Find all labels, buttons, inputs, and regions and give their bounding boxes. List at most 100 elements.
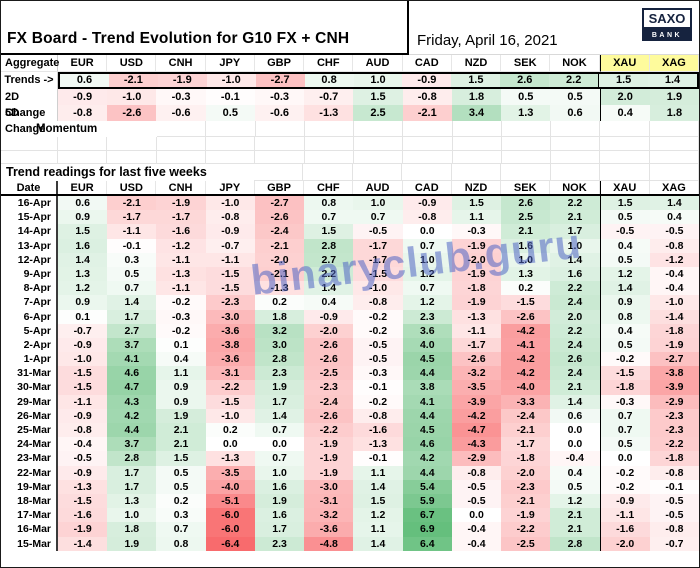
trend-cell: 0.4 xyxy=(550,465,600,480)
grid-cell xyxy=(649,151,699,164)
trend-cell: -2.1 xyxy=(107,196,157,211)
trend-cell: 4.1 xyxy=(107,352,157,367)
grid-cell xyxy=(1,137,58,151)
trend-cell: -1.2 xyxy=(649,252,699,267)
trend-cell: 1.9 xyxy=(254,493,305,509)
history-row: 15-Apr 0.9 -1.7 -1.7 -0.8 -2.6 0.7 0.7 -0.8 1.1 2.… xyxy=(1,210,699,225)
trend-cell: 1.3 xyxy=(107,493,157,509)
trend-cell: 0.4 xyxy=(156,352,206,367)
grid-cell xyxy=(452,137,502,151)
trend-cell: 0.7 xyxy=(402,281,452,296)
trend-cell: -2.4 xyxy=(304,394,354,409)
grid-cell xyxy=(206,121,256,137)
trend-cell: 2.4 xyxy=(550,295,600,310)
trend-cell: 0.7 xyxy=(353,210,403,225)
trend-cell: 0.5 xyxy=(156,465,206,480)
trend-cell: 1.4 xyxy=(599,281,650,296)
trend-cell: -0.2 xyxy=(156,295,206,310)
trend-cell: 2.2 xyxy=(550,281,600,296)
trend-cell: -0.9 xyxy=(58,465,108,480)
trend-cell: -1.1 xyxy=(599,508,650,523)
logo-text-saxo: SAXO xyxy=(642,8,692,29)
trend-cell: 0.6 xyxy=(60,74,109,87)
trend-cell: -4.2 xyxy=(501,366,551,381)
page-title: FX Board - Trend Evolution for G10 FX + … xyxy=(1,1,409,55)
trend-cell: -2.2 xyxy=(649,437,699,452)
grid-cell xyxy=(551,151,601,164)
trend-cell: -2.1 xyxy=(501,423,551,438)
column-header-chf: CHF xyxy=(304,55,354,72)
trend-cell: 0.9 xyxy=(156,380,206,395)
grid-filler xyxy=(157,121,699,137)
trend-cell: -1.0 xyxy=(206,74,256,87)
trend-cell: -4.7 xyxy=(451,423,502,438)
grid-cell xyxy=(156,151,206,164)
trend-cell: 0.2 xyxy=(205,423,255,438)
grid-cell xyxy=(649,121,699,137)
trend-cell: -0.7 xyxy=(304,89,354,105)
history-row: 18-Mar -1.5 1.3 0.2 -5.1 1.9 -3.1 1.5 5.9 -0.5 -2.… xyxy=(1,493,699,509)
header-band: FX Board - Trend Evolution for G10 FX + … xyxy=(1,1,699,55)
grid-cell xyxy=(649,137,699,151)
trend-cell: 0.8 xyxy=(599,309,650,324)
trend-cell: -1.1 xyxy=(107,224,157,239)
trend-cell: 0.4 xyxy=(304,295,354,310)
trend-cell: 1.0 xyxy=(353,74,403,87)
trend-cell: 1.5 xyxy=(451,196,502,211)
trend-cell: 1.7 xyxy=(107,465,157,480)
trend-cell: 1.4 xyxy=(254,408,305,423)
trend-cell: 0.7 xyxy=(599,408,650,423)
trend-cell: -4.2 xyxy=(501,352,551,367)
trend-cell: -1.7 xyxy=(156,210,206,225)
trend-cell: -1.8 xyxy=(451,281,502,296)
trend-cell: -0.9 xyxy=(205,224,255,239)
trend-cell: -1.3 xyxy=(451,309,502,324)
date-label: 1-Apr xyxy=(1,352,58,367)
grid-cell xyxy=(501,164,551,181)
trend-cell: -1.0 xyxy=(649,295,699,310)
trend-cell: 6.9 xyxy=(402,522,452,537)
trend-cell: 4.0 xyxy=(402,337,452,353)
trend-cell: 2.3 xyxy=(254,536,305,551)
trend-cell: 2.2 xyxy=(304,266,354,282)
trend-cell: 1.4 xyxy=(550,394,600,409)
trend-cell: 0.7 xyxy=(599,423,650,438)
trend-cell: -2.2 xyxy=(304,423,354,438)
trend-cell: -0.5 xyxy=(58,451,108,466)
grid-cell xyxy=(403,137,453,151)
momentum-row: ↑ Momentum xyxy=(1,121,699,137)
trend-cell: 2.8 xyxy=(107,451,157,466)
date-label: 22-Mar xyxy=(1,465,58,480)
trend-cell: -0.9 xyxy=(402,196,452,211)
trend-cell: 1.2 xyxy=(402,266,452,282)
trend-cell: 0.4 xyxy=(599,105,650,121)
trend-cell: 0.6 xyxy=(58,196,108,211)
history-row: 31-Mar -1.5 4.6 1.1 -3.1 2.3 -2.5 -0.3 4.4 -3.2 -4… xyxy=(1,366,699,381)
trend-cell: 1.8 xyxy=(649,105,699,121)
trend-cell: 1.5 xyxy=(598,74,649,87)
column-header-gbp: GBP xyxy=(255,181,305,194)
trend-cell: -3.6 xyxy=(205,352,255,367)
trend-cell: 0.0 xyxy=(451,508,502,523)
grid-cell xyxy=(255,151,305,164)
grid-cell xyxy=(254,164,304,181)
aggregate-section: Aggregate EUR USD CNH JPY GBP CHF AUD CAD NZD SEK N… xyxy=(1,55,699,135)
trend-cell: 2.7 xyxy=(107,323,157,338)
trend-cell: 1.5 xyxy=(58,224,108,239)
trend-cell: 0.7 xyxy=(254,451,305,466)
history-row: 16-Apr 0.6 -2.1 -1.9 -1.0 -2.7 0.8 1.0 -0.9 1.5 2.… xyxy=(1,196,699,211)
trend-cell: -0.8 xyxy=(649,465,699,480)
trend-cell: -0.8 xyxy=(402,210,452,225)
trend-cell: 2.4 xyxy=(550,366,600,381)
trend-cell: 4.4 xyxy=(402,366,452,381)
trend-cell: -2.0 xyxy=(304,323,354,338)
grid-cell xyxy=(501,137,552,151)
history-row: 19-Mar -1.3 1.7 0.5 -4.0 1.6 -3.0 1.4 5.4 -0.5 -2.… xyxy=(1,479,699,494)
trend-cell: -2.1 xyxy=(501,493,551,509)
date-label: 16-Mar xyxy=(1,522,58,537)
trend-cell: 4.6 xyxy=(107,366,157,381)
trend-cell: 1.9 xyxy=(107,536,157,551)
history-title: Trend readings for last five weeks xyxy=(6,165,207,179)
trend-cell: 3.6 xyxy=(402,323,452,338)
